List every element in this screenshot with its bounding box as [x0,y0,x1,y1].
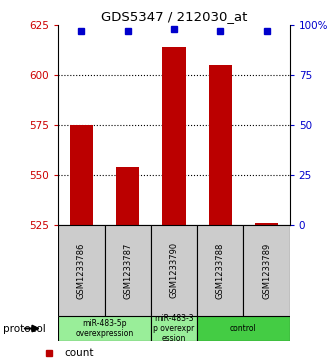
Bar [105,225,151,316]
Bar [151,316,197,341]
Title: GDS5347 / 212030_at: GDS5347 / 212030_at [101,10,247,23]
Text: GSM1233787: GSM1233787 [123,242,132,299]
Text: count: count [64,348,94,358]
Text: protocol: protocol [3,323,46,334]
Bar [197,316,290,341]
Bar [116,167,139,225]
Bar [243,225,290,316]
Text: GSM1233788: GSM1233788 [216,242,225,299]
Text: GSM1233789: GSM1233789 [262,242,271,298]
Text: control: control [230,324,257,333]
Bar [70,125,93,225]
Text: miR-483-5p
overexpression: miR-483-5p overexpression [76,319,134,338]
Bar [255,223,278,225]
Bar [163,47,185,225]
Bar [197,225,243,316]
Text: GSM1233786: GSM1233786 [77,242,86,299]
Bar [58,225,105,316]
Text: GSM1233790: GSM1233790 [169,242,178,298]
Bar [209,65,232,225]
Bar [58,316,151,341]
Text: miR-483-3
p overexpr
ession: miR-483-3 p overexpr ession [154,314,194,343]
Bar [151,225,197,316]
